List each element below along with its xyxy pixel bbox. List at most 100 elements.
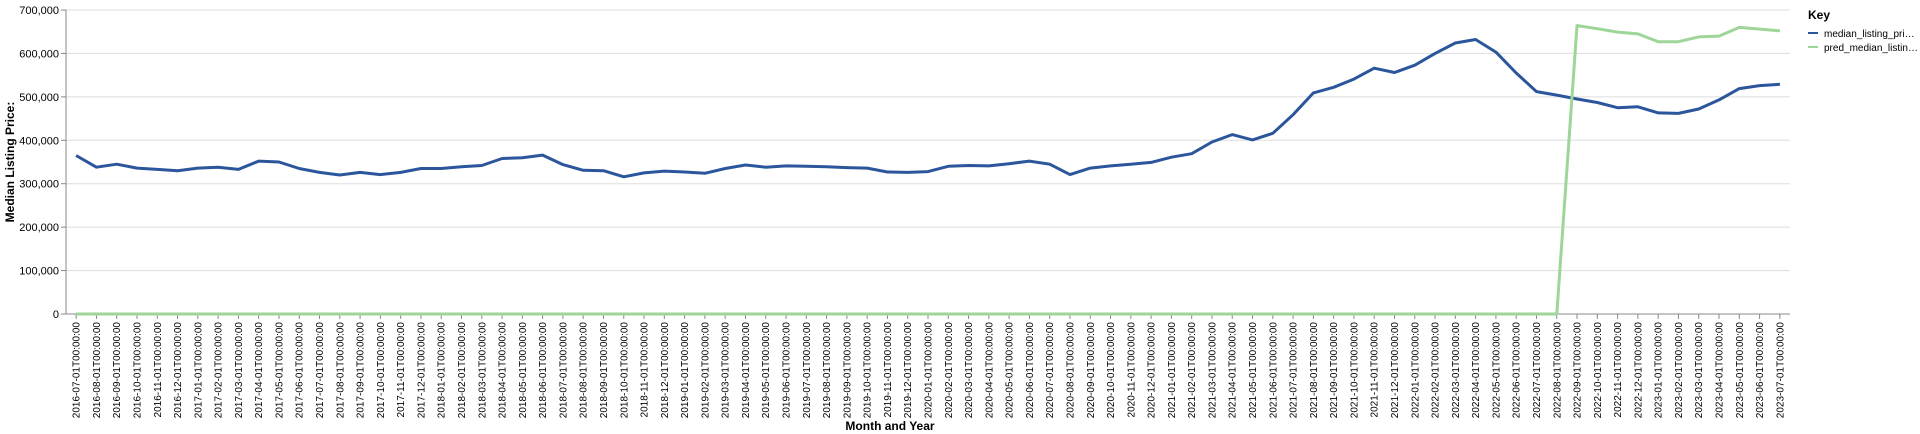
y-axis-title: Median Listing Price: [3,102,17,223]
x-tick-label: 2022-01-01T00:00:00 [1410,322,1421,419]
x-tick-label: 2020-05-01T00:00:00 [1005,322,1016,419]
x-tick-label: 2016-10-01T00:00:00 [132,322,143,419]
x-tick-label: 2016-09-01T00:00:00 [112,322,123,419]
x-tick-label: 2019-06-01T00:00:00 [782,322,793,419]
x-tick-label: 2023-01-01T00:00:00 [1654,322,1665,419]
x-tick-label: 2018-10-01T00:00:00 [619,322,630,419]
x-tick-label: 2020-08-01T00:00:00 [1065,322,1076,419]
x-tick-label: 2020-10-01T00:00:00 [1106,322,1117,419]
x-tick-label: 2023-06-01T00:00:00 [1755,322,1766,419]
x-tick-label: 2021-05-01T00:00:00 [1248,322,1259,419]
x-tick-label: 2021-02-01T00:00:00 [1187,322,1198,419]
x-tick-label: 2017-09-01T00:00:00 [356,322,367,419]
x-tick-label: 2020-02-01T00:00:00 [944,322,955,419]
x-tick-label: 2019-02-01T00:00:00 [700,322,711,419]
x-tick-label: 2017-02-01T00:00:00 [214,322,225,419]
x-axis-title: Month and Year [845,419,934,433]
y-tick-label: 700,000 [19,5,59,17]
x-tick-label: 2019-07-01T00:00:00 [802,322,813,419]
x-tick-label: 2017-06-01T00:00:00 [295,322,306,419]
y-tick-label: 0 [53,309,59,321]
x-tick-label: 2018-11-01T00:00:00 [640,322,651,418]
x-tick-label: 2020-03-01T00:00:00 [964,322,975,419]
x-tick-label: 2019-10-01T00:00:00 [863,322,874,419]
x-tick-label: 2016-12-01T00:00:00 [173,322,184,419]
x-tick-label: 2021-01-01T00:00:00 [1167,322,1178,419]
y-tick-label: 500,000 [19,92,59,104]
x-tick-label: 2018-04-01T00:00:00 [498,322,509,419]
x-tick-label: 2019-04-01T00:00:00 [741,322,752,419]
x-tick-label: 2019-09-01T00:00:00 [842,322,853,419]
x-tick-label: 2020-09-01T00:00:00 [1086,322,1097,419]
x-tick-label: 2021-09-01T00:00:00 [1329,322,1340,419]
x-tick-label: 2023-05-01T00:00:00 [1735,322,1746,419]
x-tick-label: 2018-06-01T00:00:00 [538,322,549,419]
x-tick-label: 2019-08-01T00:00:00 [822,322,833,419]
x-tick-label: 2023-03-01T00:00:00 [1694,322,1705,419]
x-tick-label: 2020-11-01T00:00:00 [1126,322,1137,418]
x-tick-label: 2020-12-01T00:00:00 [1147,322,1158,419]
x-tick-label: 2021-08-01T00:00:00 [1309,322,1320,419]
x-tick-label: 2021-03-01T00:00:00 [1207,322,1218,419]
x-tick-label: 2022-10-01T00:00:00 [1593,322,1604,419]
y-tick-label: 400,000 [19,135,59,147]
x-tick-label: 2020-06-01T00:00:00 [1025,322,1036,419]
x-tick-label: 2022-04-01T00:00:00 [1471,322,1482,419]
x-tick-label: 2017-10-01T00:00:00 [376,322,387,419]
y-tick-label: 600,000 [19,48,59,60]
x-tick-label: 2017-08-01T00:00:00 [335,322,346,419]
series-line [75,38,1780,179]
x-tick-label: 2022-12-01T00:00:00 [1633,322,1644,419]
x-tick-label: 2018-07-01T00:00:00 [558,322,569,419]
x-tick-label: 2016-08-01T00:00:00 [92,322,103,419]
x-tick-label: 2020-04-01T00:00:00 [984,322,995,419]
x-tick-label: 2018-02-01T00:00:00 [457,322,468,419]
x-tick-label: 2019-03-01T00:00:00 [721,322,732,419]
x-tick-label: 2021-06-01T00:00:00 [1268,322,1279,419]
x-tick-label: 2019-11-01T00:00:00 [883,322,894,418]
x-tick-label: 2023-04-01T00:00:00 [1715,322,1726,419]
x-tick-label: 2017-12-01T00:00:00 [416,322,427,419]
x-tick-label: 2020-07-01T00:00:00 [1045,322,1056,419]
x-tick-label: 2016-07-01T00:00:00 [72,322,83,419]
x-tick-label: 2018-09-01T00:00:00 [599,322,610,419]
x-tick-label: 2022-03-01T00:00:00 [1451,322,1462,419]
x-tick-label: 2018-05-01T00:00:00 [518,322,529,419]
x-tick-label: 2022-06-01T00:00:00 [1512,322,1523,419]
x-tick-label: 2021-07-01T00:00:00 [1289,322,1300,419]
x-tick-label: 2023-02-01T00:00:00 [1674,322,1685,419]
x-tick-label: 2021-10-01T00:00:00 [1349,322,1360,419]
x-tick-label: 2022-05-01T00:00:00 [1491,322,1502,419]
x-tick-label: 2020-01-01T00:00:00 [924,322,935,419]
legend-label: pred_median_listin… [1824,43,1918,54]
x-tick-label: 2021-12-01T00:00:00 [1390,322,1401,419]
x-tick-label: 2016-11-01T00:00:00 [153,322,164,418]
x-tick-label: 2017-01-01T00:00:00 [193,322,204,419]
x-tick-label: 2017-04-01T00:00:00 [254,322,265,419]
x-tick-label: 2018-12-01T00:00:00 [660,322,671,419]
legend-label: median_listing_pri… [1824,29,1915,40]
legend-title: Key [1808,8,1830,22]
x-tick-label: 2019-05-01T00:00:00 [761,322,772,419]
x-tick-label: 2022-11-01T00:00:00 [1613,322,1624,418]
y-tick-label: 200,000 [19,222,59,234]
x-tick-label: 2017-05-01T00:00:00 [274,322,285,419]
x-tick-label: 2022-07-01T00:00:00 [1532,322,1543,419]
x-tick-label: 2021-04-01T00:00:00 [1228,322,1239,419]
x-tick-label: 2018-08-01T00:00:00 [579,322,590,419]
x-tick-label: 2017-11-01T00:00:00 [396,322,407,418]
series-line [76,24,1781,316]
x-tick-label: 2022-02-01T00:00:00 [1431,322,1442,419]
x-tick-label: 2022-08-01T00:00:00 [1552,322,1563,419]
x-tick-label: 2021-11-01T00:00:00 [1370,322,1381,418]
x-tick-label: 2022-09-01T00:00:00 [1573,322,1584,419]
x-tick-label: 2017-03-01T00:00:00 [234,322,245,419]
x-tick-label: 2018-01-01T00:00:00 [437,322,448,419]
y-tick-label: 100,000 [19,266,59,278]
x-tick-label: 2018-03-01T00:00:00 [477,322,488,419]
x-tick-label: 2017-07-01T00:00:00 [315,322,326,419]
y-tick-label: 300,000 [19,179,59,191]
x-tick-label: 2023-07-01T00:00:00 [1775,322,1786,419]
x-tick-label: 2019-12-01T00:00:00 [903,322,914,419]
